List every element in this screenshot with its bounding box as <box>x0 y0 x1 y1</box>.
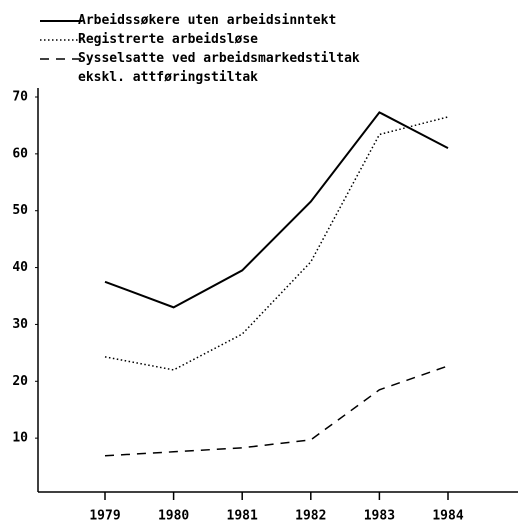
legend-label: Sysselsatte ved arbeidsmarkedstiltak eks… <box>78 51 360 85</box>
line-series <box>104 365 449 457</box>
x-tick-label: 1982 <box>295 509 326 524</box>
y-tick-label: 10 <box>12 431 28 446</box>
line-series <box>104 116 449 371</box>
y-tick-label: 70 <box>12 90 28 105</box>
x-tick-label: 1980 <box>158 509 189 524</box>
y-tick-label: 50 <box>12 203 28 218</box>
y-tick-label: 20 <box>12 374 28 389</box>
x-tick-label: 1981 <box>227 509 258 524</box>
y-tick-label: 30 <box>12 317 28 332</box>
x-tick-label: 1983 <box>364 509 395 524</box>
legend-label: Registrerte arbeidsløse <box>78 32 259 47</box>
y-tick-label: 40 <box>12 260 28 275</box>
legend-label: Arbeidssøkere uten arbeidsinntekt <box>78 13 337 28</box>
y-tick-label: 60 <box>12 146 28 161</box>
x-tick-label: 1979 <box>89 509 120 524</box>
line-series <box>104 111 449 309</box>
x-tick-label: 1984 <box>432 509 463 524</box>
